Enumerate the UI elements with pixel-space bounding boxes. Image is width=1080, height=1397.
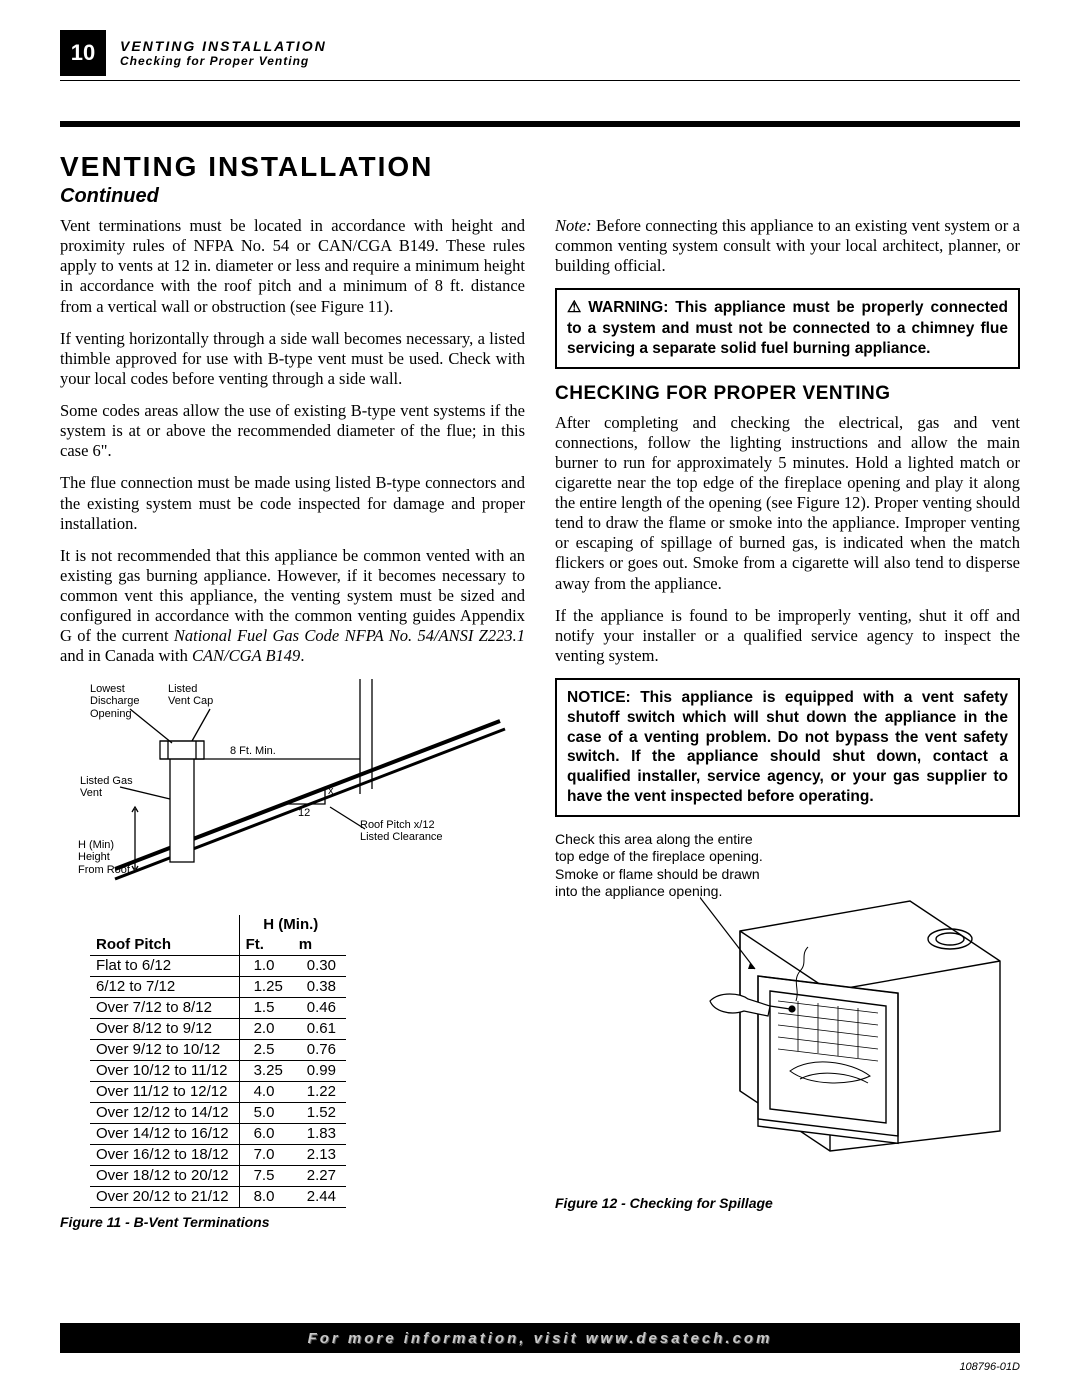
right-column: Note: Before connecting this appliance t… — [555, 216, 1020, 1230]
para-l5-i1: National Fuel Gas Code NFPA No. 54/ANSI … — [174, 626, 525, 645]
label-listed-gas: Listed Gas Vent — [80, 775, 133, 800]
para-l5b: and in Canada with — [60, 646, 192, 665]
notice-box: NOTICE: This appliance is equipped with … — [555, 678, 1020, 817]
label-pitch: Roof Pitch x/12 Listed Clearance — [360, 819, 443, 844]
para-l1: Vent terminations must be located in acc… — [60, 216, 525, 317]
rule-thick — [60, 121, 1020, 127]
note-label: Note: — [555, 216, 592, 235]
label-hmin: H (Min) Height From Roof — [78, 839, 130, 877]
header-title: VENTING INSTALLATION — [120, 38, 327, 54]
table-row: Over 10/12 to 11/123.250.99 — [90, 1060, 346, 1081]
figure-11-diagram: Lowest Discharge Opening Listed Vent Cap… — [60, 679, 525, 909]
table-row: Over 11/12 to 12/124.01.22 — [90, 1081, 346, 1102]
para-l5-i2: CAN/CGA B149 — [192, 646, 300, 665]
table-row: Flat to 6/121.00.30 — [90, 955, 346, 976]
note-para: Note: Before connecting this appliance t… — [555, 216, 1020, 276]
document-number: 108796-01D — [959, 1361, 1020, 1373]
label-listed-cap: Listed Vent Cap — [168, 683, 213, 708]
table-row: Over 18/12 to 20/127.52.27 — [90, 1165, 346, 1186]
para-l4: The flue connection must be made using l… — [60, 473, 525, 533]
page-header: 10 VENTING INSTALLATION Checking for Pro… — [60, 30, 1020, 76]
page-number-badge: 10 — [60, 30, 106, 76]
figure-12-diagram — [700, 851, 1020, 1161]
checking-subheading: CHECKING FOR PROPER VENTING — [555, 383, 1020, 405]
th-m: m — [293, 935, 346, 956]
section-title: VENTING INSTALLATION — [60, 151, 1020, 183]
label-12: 12 — [298, 807, 310, 820]
para-l2: If venting horizontally through a side w… — [60, 329, 525, 389]
roof-pitch-table: H (Min.) Roof Pitch Ft. m Flat to 6/121.… — [90, 915, 346, 1208]
warning-icon: ⚠ — [567, 298, 581, 318]
table-row: Over 16/12 to 18/127.02.13 — [90, 1144, 346, 1165]
para-r2: If the appliance is found to be improper… — [555, 606, 1020, 666]
th-pitch: Roof Pitch — [90, 935, 239, 956]
para-l5: It is not recommended that this applianc… — [60, 546, 525, 667]
th-ft: Ft. — [239, 935, 293, 956]
continued-label: Continued — [60, 185, 1020, 208]
para-l3: Some codes areas allow the use of existi… — [60, 401, 525, 461]
figure-11-caption: Figure 11 - B-Vent Terminations — [60, 1214, 525, 1230]
footer-bar: For more information, visit www.desatech… — [60, 1323, 1020, 1353]
table-row: Over 8/12 to 9/122.00.61 — [90, 1018, 346, 1039]
figure-12-wrap: Check this area along the entire top edg… — [555, 831, 1020, 1211]
note-text: Before connecting this appliance to an e… — [555, 216, 1020, 275]
table-row: Over 9/12 to 10/122.50.76 — [90, 1039, 346, 1060]
content-columns: Vent terminations must be located in acc… — [60, 216, 1020, 1230]
th-hmin: H (Min.) — [239, 915, 346, 935]
table-row: Over 20/12 to 21/128.02.44 — [90, 1186, 346, 1207]
figure-12-caption: Figure 12 - Checking for Spillage — [555, 1195, 773, 1211]
para-l5c: . — [300, 646, 304, 665]
header-subtitle: Checking for Proper Venting — [120, 54, 327, 68]
label-x: x — [328, 785, 334, 798]
table-row: Over 12/12 to 14/125.01.52 — [90, 1102, 346, 1123]
table-row: Over 7/12 to 8/121.50.46 — [90, 997, 346, 1018]
label-8ft: 8 Ft. Min. — [230, 745, 276, 758]
table-row: Over 14/12 to 16/126.01.83 — [90, 1123, 346, 1144]
rule-thin — [60, 80, 1020, 81]
label-lowest: Lowest Discharge Opening — [90, 683, 140, 721]
para-r1: After completing and checking the electr… — [555, 413, 1020, 594]
header-titles: VENTING INSTALLATION Checking for Proper… — [120, 38, 327, 68]
left-column: Vent terminations must be located in acc… — [60, 216, 525, 1230]
table-row: 6/12 to 7/121.250.38 — [90, 976, 346, 997]
warning-box: ⚠ WARNING: This appliance must be proper… — [555, 288, 1020, 368]
warning-text: WARNING: This appliance must be properly… — [567, 299, 1008, 356]
